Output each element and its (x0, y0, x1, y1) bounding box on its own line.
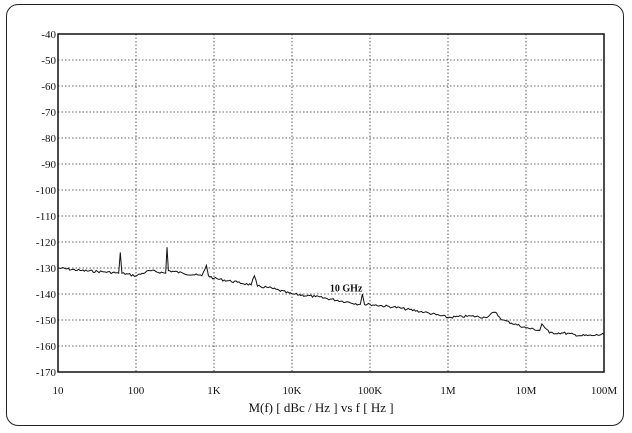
y-tick-label: -90 (41, 159, 56, 171)
annotation-label: 10 GHz (330, 283, 363, 294)
x-tick-label: 10 (53, 385, 65, 397)
y-tick-label: -120 (36, 237, 57, 249)
x-tick-label: 1K (207, 385, 221, 397)
plot-area (57, 33, 605, 373)
x-tick-label: 10M (516, 385, 537, 397)
y-tick-label: -40 (41, 29, 56, 41)
x-tick-label: 100M (591, 385, 618, 397)
y-tick-label: -110 (36, 211, 56, 223)
y-tick-label: -70 (41, 107, 56, 119)
y-tick-label: -140 (36, 289, 57, 301)
y-tick-label: -160 (36, 341, 57, 353)
series-line (57, 247, 605, 337)
x-tick-label: 10K (283, 385, 302, 397)
chart-frame (6, 4, 624, 426)
y-tick-label: -50 (41, 55, 56, 67)
y-tick-label: -130 (36, 263, 57, 275)
y-axis: -40 -50 -60 -70 -80 -90 -100 -110 -120 -130 -140 -1… (36, 29, 57, 379)
y-tick-label: -170 (36, 367, 57, 379)
y-tick-label: -80 (41, 133, 56, 145)
x-axis-label: M(f) [ dBc / Hz ] vs f [ Hz ] (248, 400, 393, 415)
y-tick-label: -100 (36, 185, 57, 197)
x-tick-label: 100K (358, 385, 383, 397)
x-axis: 10 100 1K 10K 100K 1M 10M 100M (53, 385, 618, 397)
x-tick-label: 100 (128, 385, 145, 397)
y-tick-label: -60 (41, 81, 56, 93)
x-tick-label: 1M (440, 385, 456, 397)
y-tick-label: -150 (36, 315, 57, 327)
grid (58, 34, 604, 372)
